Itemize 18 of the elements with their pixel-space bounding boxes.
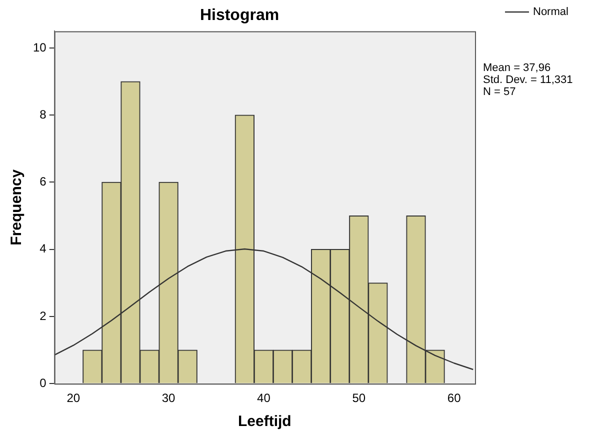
y-tick-label: 6	[40, 174, 47, 189]
y-axis-title: Frequency	[8, 168, 26, 246]
x-tick-label: 60	[447, 391, 462, 406]
x-tick-label: 50	[352, 391, 366, 406]
y-tick-label: 10	[32, 40, 47, 54]
y-tick-label: 4	[40, 242, 47, 256]
text: N = 57	[483, 86, 516, 98]
x-tick-label: 30	[162, 391, 176, 406]
x-axis-title: Leeftijd	[238, 413, 292, 430]
x-tick-label: 20	[66, 391, 80, 406]
y-tick-label: 0	[40, 376, 47, 390]
y-tick-label: 8	[40, 107, 47, 122]
y-tick-label: 2	[40, 308, 47, 323]
text: Mean = 37,96	[483, 62, 551, 74]
legend-label: Normal	[533, 6, 568, 18]
x-tick-label: 40	[257, 391, 271, 406]
text: Std. Dev. = 11,331	[483, 74, 573, 86]
chart-title: Histogram	[200, 7, 280, 24]
